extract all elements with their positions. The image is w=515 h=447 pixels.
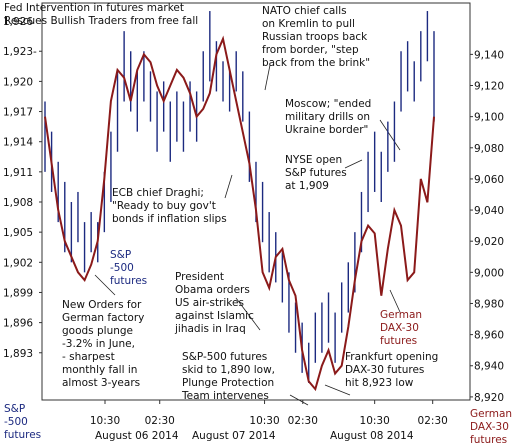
annotation: Plunge Protection [182,377,274,389]
annotation: monthly fall in [62,364,137,376]
annotation: skid to 1,890 low, [182,364,275,376]
y-tick-label: 1,902 [3,257,33,269]
x-tick-label: 10:30 [360,415,390,427]
y-axis-label: -500 [4,416,28,428]
annotation: ECB chief Draghi; [112,187,204,199]
annotation: DAX-30 futures [345,364,424,376]
annotation: from border, "step [262,44,359,56]
annotation: futures [380,335,417,347]
y2-tick-label: 9,100 [474,112,504,124]
annotation: military drills on [285,111,370,123]
annotation: goods plunge [62,325,133,337]
annotation: hit 8,923 low [345,377,414,389]
annotation: NATO chief calls [262,5,347,17]
x-tick-label: 02:30 [145,415,175,427]
annotation: Moscow; "ended [285,98,371,110]
y-tick-label: 1,926 [3,16,33,28]
annotation: S&P-500 futures [182,351,267,363]
annotation: German factory [62,312,144,324]
y2-tick-label: 9,060 [474,174,504,186]
annotation: Ukraine border" [285,124,368,136]
y-tick-label: 1,911 [3,167,33,179]
y-axis-label: S&P [4,403,25,415]
annotation: US air-strikes [175,297,244,309]
y2-tick-label: 9,000 [474,267,504,279]
annotation: S&P futures [285,167,347,179]
annotation: Frankfurt opening [345,351,438,363]
annotation: jihadis in Iraq [174,323,246,335]
x-tick-label: 10:30 [90,415,120,427]
y2-tick-label: 8,920 [474,392,504,404]
pointer [224,174,233,199]
y2-tick-label: 8,980 [474,298,504,310]
annotation: NYSE open [285,154,342,166]
y-tick-label: 1,893 [3,348,33,360]
date-label: August 08 2014 [330,430,414,442]
y2-tick-label: 8,960 [474,330,504,342]
y2-tick-label: 9,080 [474,143,504,155]
y2-tick-label: 8,940 [474,361,504,373]
annotation: President [175,271,224,283]
annotation: futures [110,275,147,287]
annotation: S&P [110,249,131,261]
annotation: "Ready to buy gov't [112,200,216,212]
y-axis-label: futures [4,429,41,441]
pointers [94,64,401,406]
y2-tick-label: 9,020 [474,236,504,248]
dax-line [44,35,435,392]
y2-axis-label: German [470,408,512,420]
y-tick-label: 1,917 [3,107,33,119]
pointer [324,384,351,396]
pointer [389,289,401,313]
pointer [344,159,363,169]
y-tick-label: 1,914 [3,137,33,149]
date-label: August 06 2014 [95,430,179,442]
annotation: Russian troops back [262,31,368,43]
x-tick-label: 02:30 [418,415,448,427]
y2-tick-label: 9,120 [474,81,504,93]
pointer [379,119,401,151]
annotation: -500 [110,262,134,274]
y-tick-label: 1,908 [3,197,33,209]
y-tick-label: 1,923- [3,46,37,58]
y-tick-label: 1,920 [3,76,33,88]
chart-title: Fed Intervention in futures market [4,2,184,14]
x-tick-label: 02:30 [288,415,318,427]
annotation: against Islamic [175,310,254,322]
annotation: -3.2% in June, [62,338,135,350]
annotation: German [380,309,422,321]
annotation: almost 3-years [62,377,140,389]
annotation: Obama orders [175,284,250,296]
y2-axis-label: futures [470,434,507,446]
pointer [289,394,309,406]
x-tick-label: 10:30 [249,415,279,427]
annotation: at 1,909 [285,180,329,192]
pointer [235,297,261,331]
annotation: on Kremlin to pull [262,18,355,30]
y2-tick-label: 9,040 [474,205,504,217]
y-tick-label: 1,896 [3,318,33,330]
chart-subtitle: Rescues Bullish Traders from free fall [4,15,198,27]
annotation: - sharpest [62,351,115,363]
pointer [264,64,271,91]
pointer [94,274,116,296]
annotation: New Orders for [62,299,142,311]
y2-axis-label: DAX-30 [470,421,509,433]
y2-tick-label: 9,140 [474,49,504,61]
annotation: bonds if inflation slips [112,213,227,225]
date-label: August 07 2014 [192,430,276,442]
annotation: Team intervenes [181,390,269,402]
annotation: DAX-30 [380,322,419,334]
y-tick-label: 1,899 [3,287,33,299]
y-tick-label: 1,905 [3,227,33,239]
annotation: back from the brink" [262,57,370,69]
